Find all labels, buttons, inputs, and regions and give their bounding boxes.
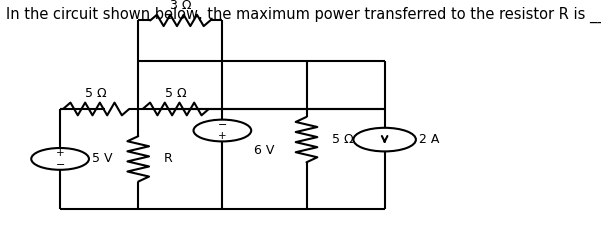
Text: 3 Ω: 3 Ω [169,0,191,12]
Text: In the circuit shown below, the maximum power transferred to the resistor R is _: In the circuit shown below, the maximum … [6,7,601,23]
Text: R: R [164,152,173,165]
Text: 5 Ω: 5 Ω [165,87,186,100]
Text: +: + [218,131,227,141]
Text: 6 V: 6 V [254,144,275,157]
Text: 5 Ω: 5 Ω [85,87,107,100]
Text: 2 A: 2 A [419,133,439,146]
Text: 5 Ω: 5 Ω [332,133,354,146]
Text: −: − [55,160,65,170]
Text: 5 V: 5 V [92,152,112,165]
Text: −: − [218,120,227,130]
Text: +: + [56,148,64,158]
